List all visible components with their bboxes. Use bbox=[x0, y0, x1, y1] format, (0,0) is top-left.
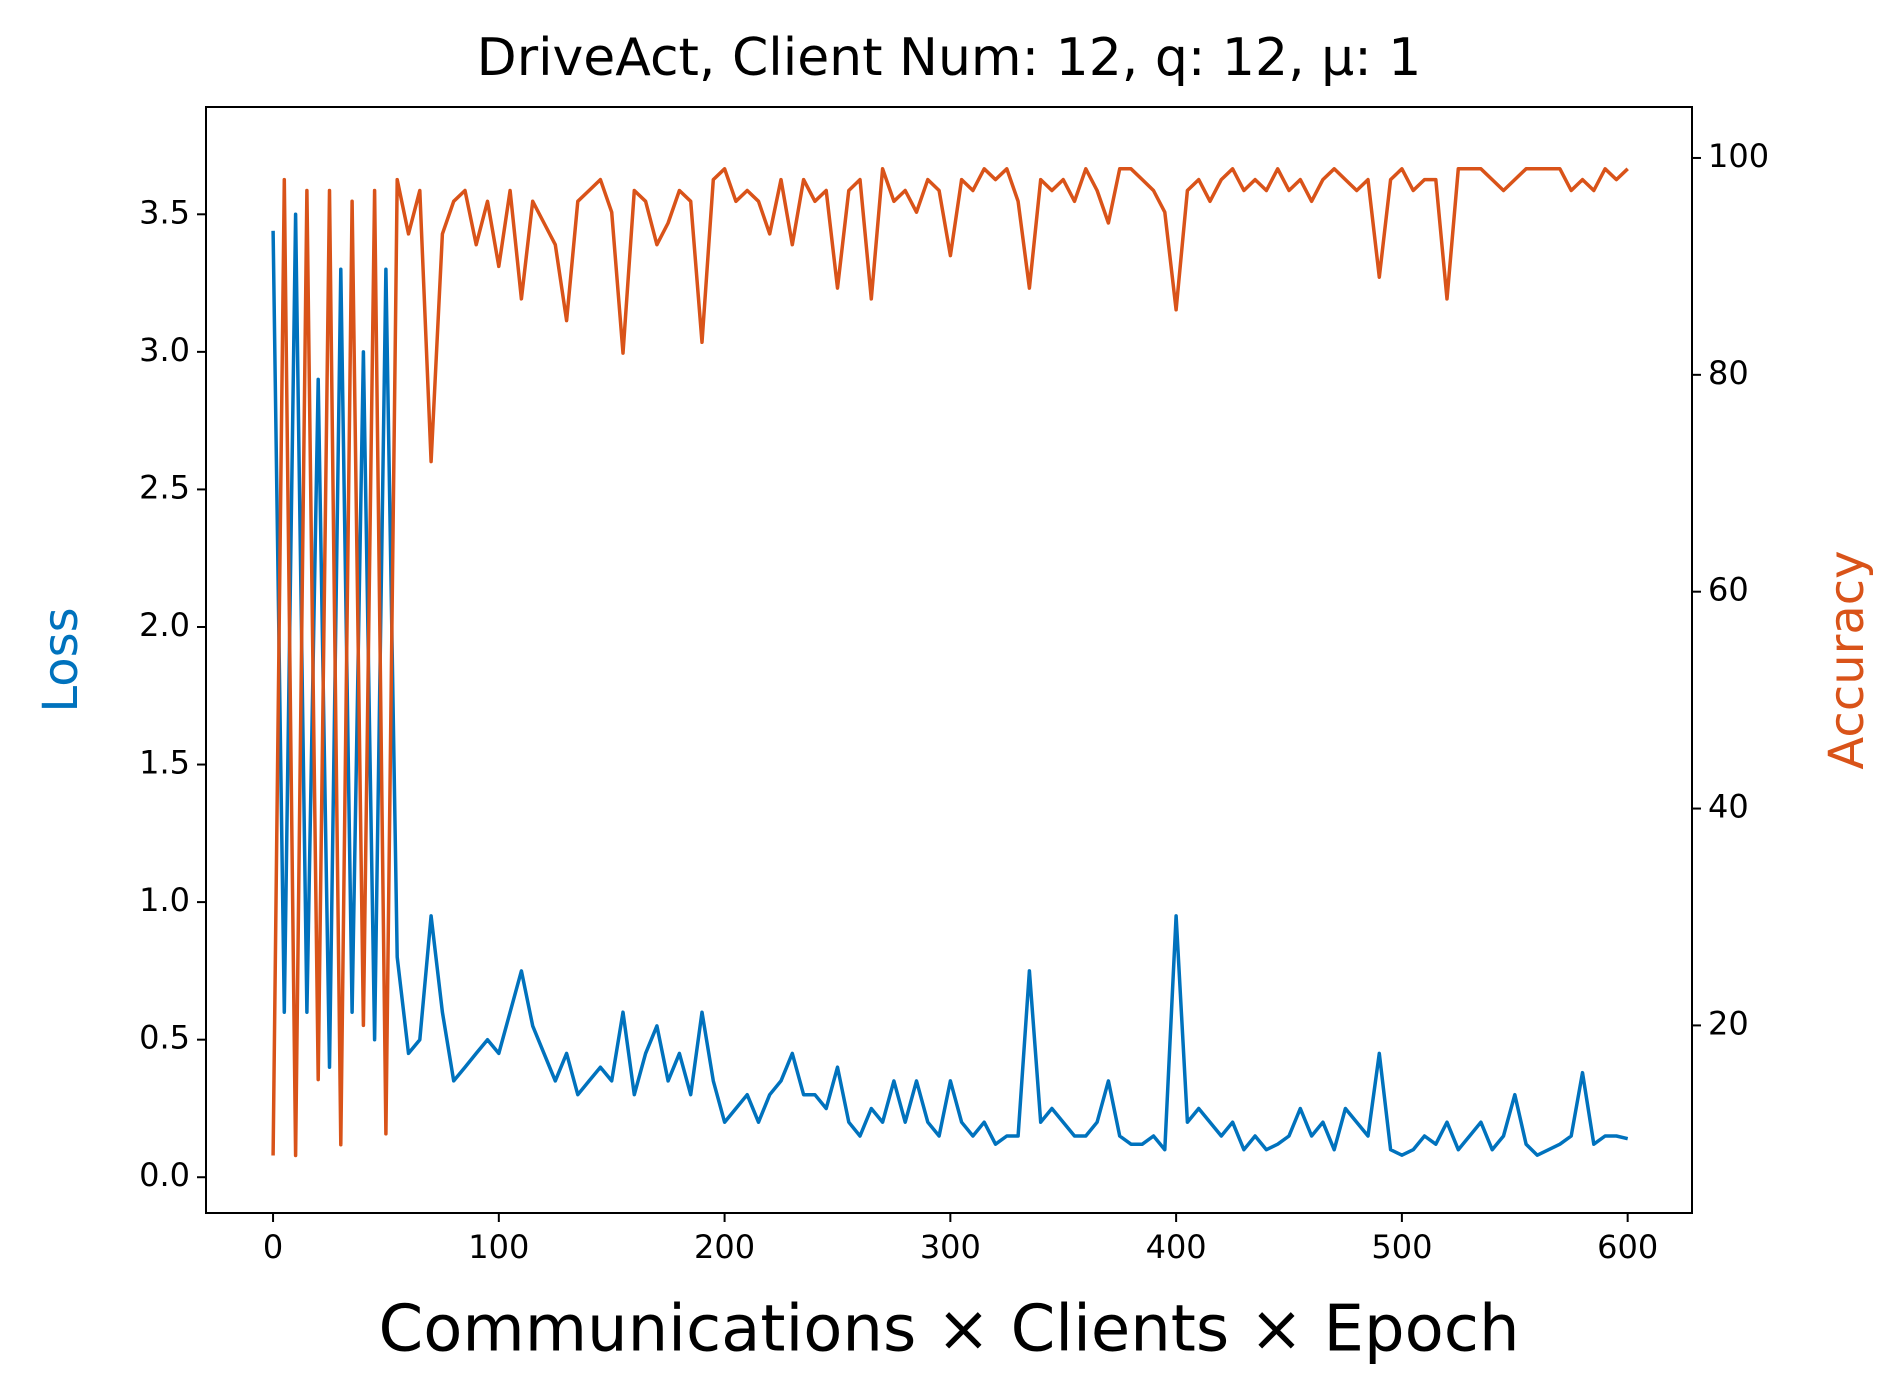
data-line bbox=[271, 167, 1629, 1158]
x-tick-label: 100 bbox=[468, 1228, 529, 1266]
x-tick-label: 500 bbox=[1371, 1228, 1432, 1266]
y2-tick-label: 60 bbox=[1708, 571, 1749, 609]
x-tick-label: 0 bbox=[263, 1228, 283, 1266]
data-line bbox=[271, 212, 1629, 1157]
y-axis-label: Loss bbox=[33, 607, 89, 712]
y-tick-label: 2.5 bbox=[139, 468, 190, 506]
y-tick-label: 3.5 bbox=[139, 193, 190, 231]
x-tick-label: 300 bbox=[920, 1228, 981, 1266]
y-tick-label: 1.0 bbox=[139, 881, 190, 919]
x-tick-label: 400 bbox=[1146, 1228, 1207, 1266]
chart-title: DriveAct, Client Num: 12, q: 12, μ: 1 bbox=[477, 28, 1422, 88]
y2-tick-label: 40 bbox=[1708, 788, 1749, 826]
y-tick-label: 0.0 bbox=[139, 1156, 190, 1194]
y2-tick-label: 20 bbox=[1708, 1004, 1749, 1042]
y-tick-label: 2.0 bbox=[139, 606, 190, 644]
x-tick-label: 200 bbox=[694, 1228, 755, 1266]
y2-tick-label: 100 bbox=[1708, 137, 1769, 175]
plot-frame bbox=[205, 106, 1693, 1214]
x-axis-label: Communications × Clients × Epoch bbox=[379, 1293, 1520, 1367]
y2-axis-label: Accuracy bbox=[1819, 550, 1875, 769]
y-tick-label: 3.0 bbox=[139, 331, 190, 369]
x-tick-label: 600 bbox=[1597, 1228, 1658, 1266]
y-tick-label: 0.5 bbox=[139, 1019, 190, 1057]
y2-tick-label: 80 bbox=[1708, 354, 1749, 392]
y-tick-label: 1.5 bbox=[139, 744, 190, 782]
